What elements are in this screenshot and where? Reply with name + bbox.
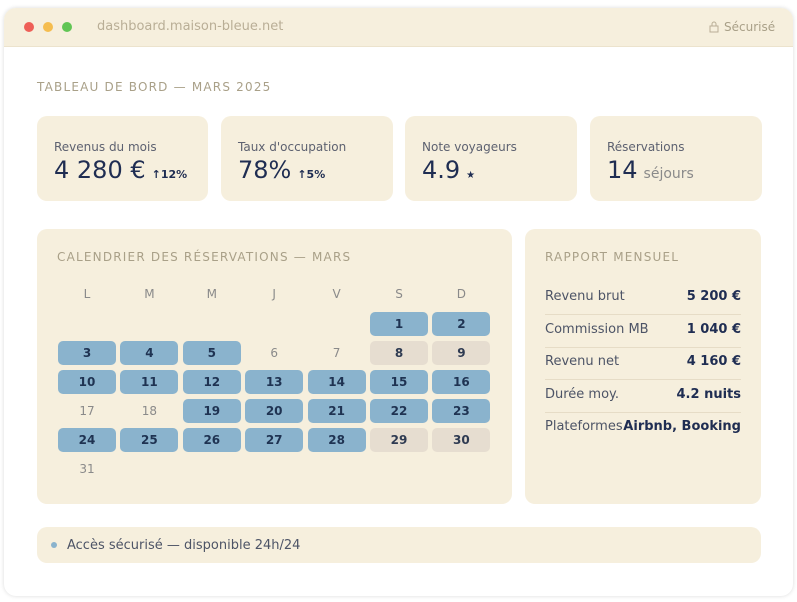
- day-cell-free[interactable]: 18: [141, 404, 158, 418]
- day-cell-booked[interactable]: 25: [120, 428, 179, 452]
- day-cell-booked[interactable]: 20: [245, 399, 304, 423]
- day-cell-booked[interactable]: 5: [182, 341, 241, 365]
- day-cell-booked[interactable]: 2: [432, 312, 491, 336]
- report-value: 4.2 nuits: [676, 386, 741, 402]
- kpi-suffix: ★: [466, 170, 476, 181]
- row-separator: [545, 346, 741, 348]
- day-cell-booked[interactable]: 12: [182, 370, 241, 394]
- kpi-card: Réservations 14 séjours: [590, 116, 762, 201]
- minimize-button[interactable]: [43, 22, 53, 32]
- kpi-value: 14: [607, 156, 638, 184]
- day-cell-booked[interactable]: 21: [307, 399, 366, 423]
- footer-text: Accès sécurisé — disponible 24h/24: [67, 538, 301, 553]
- report-label: Commission MB: [545, 321, 649, 337]
- day-cell-free[interactable]: 6: [270, 346, 278, 360]
- day-cell-booked[interactable]: 11: [120, 370, 179, 394]
- secure-label: Sécurisé: [724, 20, 776, 34]
- report-value: 1 040 €: [686, 321, 741, 337]
- day-cell-booked[interactable]: 1: [370, 312, 428, 336]
- day-cell-booked[interactable]: 22: [370, 399, 428, 423]
- day-cell-booked[interactable]: 26: [182, 428, 241, 452]
- kpi-label: Réservations: [607, 140, 685, 154]
- kpi-value: 4 280 €: [54, 156, 146, 184]
- weekday-label: M: [206, 287, 217, 301]
- kpi-label: Note voyageurs: [422, 140, 517, 154]
- kpi-value-row: 4.9 ★: [422, 156, 475, 184]
- kpi-value-row: 14 séjours: [607, 156, 694, 184]
- kpi-value: 78%: [238, 156, 292, 184]
- report-value: 4 160 €: [686, 354, 741, 369]
- day-cell-free[interactable]: 7: [332, 346, 341, 360]
- weekday-label: D: [456, 287, 467, 301]
- url[interactable]: dashboard.maison-bleue.net: [97, 19, 284, 34]
- day-cell-blocked[interactable]: 9: [432, 341, 491, 365]
- kpi-delta: ↑5%: [297, 168, 326, 181]
- day-cell-blocked[interactable]: 30: [432, 428, 491, 452]
- day-cell-booked[interactable]: 23: [432, 399, 491, 423]
- weekday-label: L: [83, 287, 91, 301]
- day-cell-booked[interactable]: 13: [245, 370, 304, 394]
- day-cell-free[interactable]: 17: [79, 404, 95, 418]
- day-cell-booked[interactable]: 19: [182, 399, 241, 423]
- row-separator: [545, 314, 741, 315]
- day-cell-booked[interactable]: 4: [120, 341, 179, 365]
- maximize-button[interactable]: [62, 22, 72, 32]
- day-cell-booked[interactable]: 28: [307, 428, 366, 452]
- calendar-title: CALENDRIER DES RÉSERVATIONS — MARS: [57, 250, 352, 264]
- report-label: Plateformes: [545, 419, 623, 434]
- row-separator: [545, 411, 741, 413]
- lock-icon: [709, 21, 719, 33]
- row-separator: [545, 379, 741, 380]
- weekday-label: V: [332, 287, 341, 301]
- kpi-label: Taux d'occupation: [238, 140, 347, 154]
- day-cell-booked[interactable]: 3: [58, 341, 116, 365]
- day-cell-free[interactable]: 31: [79, 462, 95, 476]
- weekday-label: M: [144, 287, 155, 301]
- page-title: TABLEAU DE BORD — MARS 2025: [37, 80, 272, 94]
- report-label: Durée moy.: [545, 386, 620, 402]
- kpi-value-row: 4 280 € ↑12%: [54, 156, 187, 184]
- title-bar: dashboard.maison-bleue.net Sécurisé: [4, 8, 793, 47]
- day-cell-booked[interactable]: 24: [58, 428, 116, 452]
- day-cell-booked[interactable]: 15: [370, 370, 428, 394]
- day-cell-blocked[interactable]: 8: [370, 341, 428, 365]
- day-cell-booked[interactable]: 14: [307, 370, 366, 394]
- status-dot: [51, 542, 57, 548]
- kpi-card: Taux d'occupation 78% ↑5%: [221, 116, 393, 201]
- report-title: RAPPORT MENSUEL: [545, 250, 680, 264]
- report-label: Revenu brut: [545, 289, 625, 304]
- weekday-label: J: [272, 287, 276, 301]
- kpi-value-row: 78% ↑5%: [238, 156, 325, 184]
- report-value: 5 200 €: [686, 289, 741, 304]
- kpi-suffix: séjours: [643, 166, 694, 182]
- weekday-label: S: [395, 287, 403, 301]
- day-cell-blocked[interactable]: 29: [370, 428, 428, 452]
- footer-bar: Accès sécurisé — disponible 24h/24: [37, 527, 761, 563]
- kpi-label: Revenus du mois: [54, 140, 157, 154]
- close-button[interactable]: [24, 22, 34, 32]
- report-panel: RAPPORT MENSUEL Revenu brut 5 200 € Commis…: [525, 229, 761, 504]
- browser-window: dashboard.maison-bleue.net Sécurisé TABL…: [4, 8, 793, 596]
- kpi-card: Revenus du mois 4 280 € ↑12%: [37, 116, 208, 201]
- report-label: Revenu net: [545, 354, 620, 369]
- report-value: Airbnb, Booking: [623, 419, 741, 434]
- calendar-panel: CALENDRIER DES RÉSERVATIONS — MARS L M M J V…: [37, 229, 512, 504]
- kpi-delta: ↑12%: [151, 168, 188, 181]
- kpi-card: Note voyageurs 4.9 ★: [405, 116, 577, 201]
- day-cell-booked[interactable]: 16: [432, 370, 491, 394]
- day-cell-booked[interactable]: 10: [58, 370, 116, 394]
- day-cell-booked[interactable]: 27: [245, 428, 304, 452]
- kpi-value: 4.9: [422, 156, 461, 184]
